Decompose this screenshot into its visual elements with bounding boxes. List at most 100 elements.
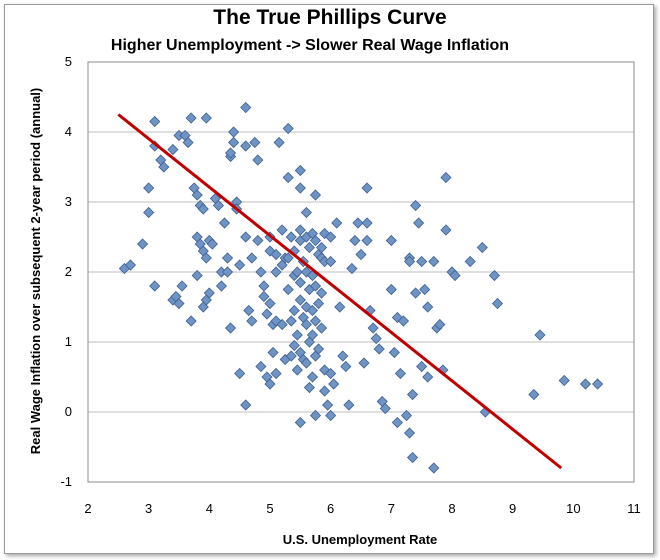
data-point <box>331 217 343 229</box>
trend-line <box>117 113 563 470</box>
data-point <box>137 238 149 250</box>
data-point <box>337 350 349 362</box>
data-point <box>428 462 440 474</box>
data-point <box>234 367 246 380</box>
data-point <box>261 308 273 320</box>
data-point <box>221 252 234 264</box>
data-point <box>325 255 337 268</box>
data-point <box>361 234 373 247</box>
data-point <box>303 381 315 394</box>
y-axis-title: Real Wage Inflation over subsequent 2-ye… <box>28 88 43 454</box>
data-point <box>358 357 370 369</box>
data-point <box>403 255 416 268</box>
data-point <box>273 136 285 149</box>
x-tick-label: 2 <box>84 501 91 516</box>
data-point <box>303 241 315 254</box>
data-point <box>410 199 422 212</box>
data-point <box>410 287 422 299</box>
gridlines <box>88 61 634 483</box>
data-point <box>325 367 337 380</box>
data-point <box>306 371 319 383</box>
data-point <box>291 266 303 278</box>
x-tick-label: 7 <box>388 501 395 516</box>
data-point <box>167 143 179 156</box>
data-point <box>176 280 188 292</box>
data-point <box>361 217 373 229</box>
x-axis-ticks: 2 3 4 5 6 7 8 9 10 11 <box>84 501 640 516</box>
data-point <box>488 269 501 282</box>
data-point <box>340 360 352 373</box>
data-point <box>306 329 319 341</box>
data-point <box>182 136 194 149</box>
data-point <box>300 206 312 219</box>
data-point <box>309 280 322 292</box>
data-point <box>276 224 288 236</box>
data-point <box>528 388 540 401</box>
data-point <box>325 231 337 243</box>
x-tick-label: 4 <box>206 501 213 516</box>
data-point <box>185 315 197 327</box>
data-point <box>200 252 212 264</box>
data-point <box>267 346 279 359</box>
data-point <box>312 297 325 310</box>
data-point <box>306 304 319 317</box>
data-point <box>191 189 203 201</box>
x-tick-label: 10 <box>566 501 580 516</box>
data-point <box>476 241 488 254</box>
data-point <box>422 301 434 313</box>
data-point <box>255 360 267 373</box>
plot-area-border <box>87 61 635 483</box>
data-point <box>558 374 570 387</box>
data-point <box>309 189 322 201</box>
data-point <box>334 301 346 313</box>
data-point <box>346 262 358 275</box>
data-point <box>328 378 340 390</box>
data-point <box>491 297 504 310</box>
data-point <box>428 255 440 268</box>
x-tick-label: 6 <box>327 501 334 516</box>
data-point <box>143 182 155 194</box>
data-point <box>215 280 228 292</box>
data-point <box>212 199 224 212</box>
data-point <box>270 248 282 261</box>
data-point <box>579 378 592 390</box>
data-point <box>124 259 137 271</box>
data-point <box>416 360 428 373</box>
data-point <box>282 171 294 184</box>
data-point <box>361 182 373 194</box>
y-tick-label: -1 <box>60 474 72 489</box>
data-point <box>285 231 297 243</box>
x-tick-label: 9 <box>509 501 516 516</box>
data-point <box>349 234 361 247</box>
data-point <box>400 409 413 422</box>
data-point <box>388 346 400 359</box>
data-point <box>343 399 355 411</box>
y-tick-label: 3 <box>65 194 72 209</box>
data-point <box>258 290 270 303</box>
data-point <box>300 318 312 331</box>
x-tick-label: 3 <box>145 501 152 516</box>
x-tick-label: 5 <box>266 501 273 516</box>
data-point <box>294 182 306 194</box>
data-point <box>316 287 328 299</box>
data-point <box>300 357 312 369</box>
y-tick-label: 1 <box>65 334 72 349</box>
chart-title: The True Phillips Curve <box>213 6 447 29</box>
data-point <box>218 217 231 229</box>
data-point <box>285 315 297 327</box>
data-point <box>449 269 461 282</box>
data-point <box>246 315 258 327</box>
data-point <box>191 269 203 282</box>
data-point <box>249 136 261 149</box>
data-point <box>173 297 185 310</box>
data-point <box>422 371 434 383</box>
y-tick-label: 2 <box>65 264 72 279</box>
data-point <box>255 266 267 278</box>
data-point <box>407 388 419 401</box>
data-point <box>240 231 252 243</box>
data-point <box>319 385 331 397</box>
data-point <box>252 234 264 247</box>
data-point <box>221 266 234 278</box>
data-point <box>264 297 276 310</box>
data-point <box>440 224 452 236</box>
